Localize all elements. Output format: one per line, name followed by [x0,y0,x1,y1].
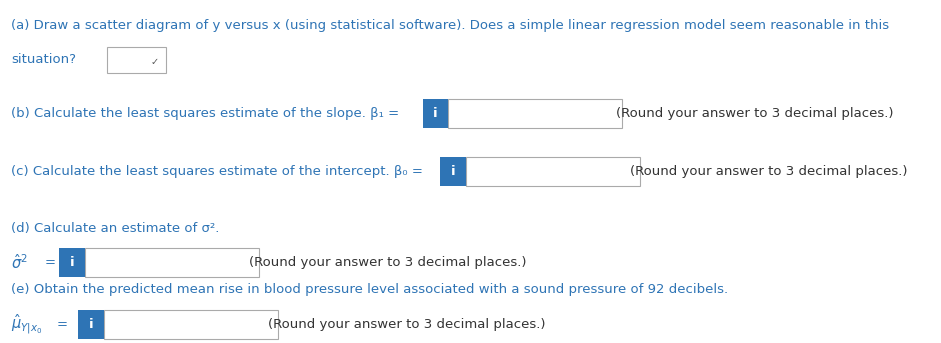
FancyBboxPatch shape [440,157,466,186]
Text: (b) Calculate the least squares estimate of the slope. β₁ =: (b) Calculate the least squares estimate… [11,107,399,120]
Text: i: i [70,256,74,269]
Text: situation?: situation? [11,53,76,66]
Text: (a) Draw a scatter diagram of y versus x (using statistical software). Does a si: (a) Draw a scatter diagram of y versus x… [11,19,889,32]
Text: (Round your answer to 3 decimal places.): (Round your answer to 3 decimal places.) [616,107,894,120]
FancyBboxPatch shape [59,248,85,277]
Text: (Round your answer to 3 decimal places.): (Round your answer to 3 decimal places.) [268,318,546,331]
FancyBboxPatch shape [85,248,259,277]
Text: =: = [56,318,68,331]
Text: (c) Calculate the least squares estimate of the intercept. β₀ =: (c) Calculate the least squares estimate… [11,165,423,178]
Text: =: = [44,256,56,269]
FancyBboxPatch shape [78,309,104,339]
Text: i: i [88,318,93,331]
Text: (Round your answer to 3 decimal places.): (Round your answer to 3 decimal places.) [630,165,908,178]
FancyBboxPatch shape [104,309,278,339]
FancyBboxPatch shape [466,157,640,186]
Text: $\hat{\sigma}^2$: $\hat{\sigma}^2$ [11,253,28,272]
Text: i: i [433,107,438,120]
Text: (e) Obtain the predicted mean rise in blood pressure level associated with a sou: (e) Obtain the predicted mean rise in bl… [11,283,728,296]
FancyBboxPatch shape [423,99,448,128]
FancyBboxPatch shape [448,99,622,128]
Text: (d) Calculate an estimate of σ².: (d) Calculate an estimate of σ². [11,222,219,235]
Text: ✓: ✓ [151,57,158,67]
FancyBboxPatch shape [107,47,166,73]
Text: i: i [451,165,455,178]
Text: (Round your answer to 3 decimal places.): (Round your answer to 3 decimal places.) [249,256,527,269]
Text: $\hat{\mu}_{Y|x_0}$: $\hat{\mu}_{Y|x_0}$ [11,312,42,336]
